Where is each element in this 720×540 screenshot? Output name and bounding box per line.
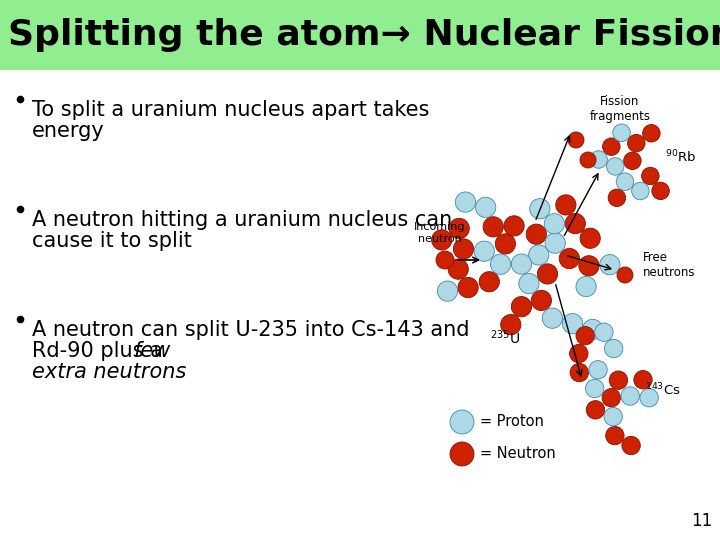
Circle shape (652, 182, 670, 200)
Circle shape (643, 125, 660, 142)
Circle shape (559, 248, 580, 269)
Text: = Neutron: = Neutron (480, 447, 556, 462)
Circle shape (606, 427, 624, 445)
Circle shape (600, 254, 620, 275)
Circle shape (590, 151, 608, 168)
Circle shape (595, 323, 613, 341)
Circle shape (519, 273, 539, 294)
Circle shape (455, 192, 476, 212)
Text: A neutron can split U-235 into Cs-143 and: A neutron can split U-235 into Cs-143 an… (32, 320, 469, 340)
Circle shape (511, 254, 531, 274)
Circle shape (616, 173, 634, 191)
FancyBboxPatch shape (0, 0, 720, 70)
Text: cause it to split: cause it to split (32, 231, 192, 251)
Text: extra neutrons: extra neutrons (32, 362, 186, 382)
Circle shape (504, 216, 524, 236)
Circle shape (530, 199, 550, 219)
Circle shape (431, 230, 452, 250)
Circle shape (495, 234, 516, 254)
Circle shape (565, 213, 585, 234)
Text: energy: energy (32, 121, 104, 141)
Circle shape (531, 291, 552, 310)
Circle shape (458, 278, 478, 298)
Circle shape (580, 152, 596, 168)
Circle shape (511, 296, 531, 317)
Circle shape (437, 281, 458, 301)
Circle shape (589, 361, 607, 379)
Text: Fission
fragments: Fission fragments (590, 95, 650, 123)
Circle shape (490, 254, 510, 274)
Circle shape (631, 183, 649, 200)
Circle shape (449, 218, 469, 239)
Circle shape (613, 124, 630, 141)
Circle shape (528, 245, 549, 265)
Circle shape (579, 255, 599, 276)
Circle shape (570, 363, 588, 382)
Circle shape (640, 389, 658, 407)
Circle shape (617, 267, 633, 283)
Circle shape (568, 132, 584, 148)
Circle shape (570, 345, 588, 363)
Circle shape (450, 442, 474, 466)
Text: A neutron hitting a uranium nucleus can: A neutron hitting a uranium nucleus can (32, 210, 452, 230)
Text: $^{90}$Rb: $^{90}$Rb (665, 148, 696, 165)
Text: Splitting the atom→ Nuclear Fission: Splitting the atom→ Nuclear Fission (8, 18, 720, 52)
Circle shape (586, 401, 605, 419)
Circle shape (604, 408, 622, 426)
Circle shape (537, 264, 557, 284)
Circle shape (642, 167, 659, 185)
Circle shape (450, 410, 474, 434)
Text: few: few (133, 341, 171, 361)
Circle shape (609, 371, 628, 389)
Circle shape (576, 276, 596, 296)
Circle shape (606, 158, 624, 175)
Circle shape (474, 241, 495, 261)
Text: Incoming
neutron: Incoming neutron (414, 222, 466, 244)
Circle shape (622, 436, 640, 455)
Text: To split a uranium nucleus apart takes: To split a uranium nucleus apart takes (32, 100, 429, 120)
Circle shape (603, 138, 620, 156)
Circle shape (608, 189, 626, 207)
Circle shape (556, 195, 576, 215)
Circle shape (479, 272, 500, 292)
Circle shape (576, 327, 595, 345)
Circle shape (475, 197, 496, 218)
Text: = Proton: = Proton (480, 415, 544, 429)
Circle shape (628, 134, 645, 152)
Circle shape (436, 251, 454, 269)
Text: $^{235}$U: $^{235}$U (490, 328, 520, 347)
Text: Free
neutrons: Free neutrons (643, 251, 696, 279)
Text: 11: 11 (690, 512, 712, 530)
Circle shape (585, 379, 604, 397)
Circle shape (604, 339, 623, 357)
Circle shape (526, 224, 546, 244)
Circle shape (448, 259, 468, 279)
Circle shape (500, 314, 521, 335)
Circle shape (580, 228, 600, 248)
Circle shape (624, 152, 641, 170)
Text: Rd-90 plus a: Rd-90 plus a (32, 341, 169, 361)
Circle shape (562, 314, 582, 334)
Circle shape (454, 239, 474, 259)
Circle shape (602, 389, 621, 407)
Text: $^{143}$Cs: $^{143}$Cs (645, 382, 680, 399)
Circle shape (542, 308, 562, 328)
Circle shape (483, 217, 503, 237)
Circle shape (544, 214, 564, 234)
Circle shape (582, 319, 603, 340)
Circle shape (634, 370, 652, 389)
Circle shape (621, 387, 639, 405)
Circle shape (545, 233, 565, 253)
